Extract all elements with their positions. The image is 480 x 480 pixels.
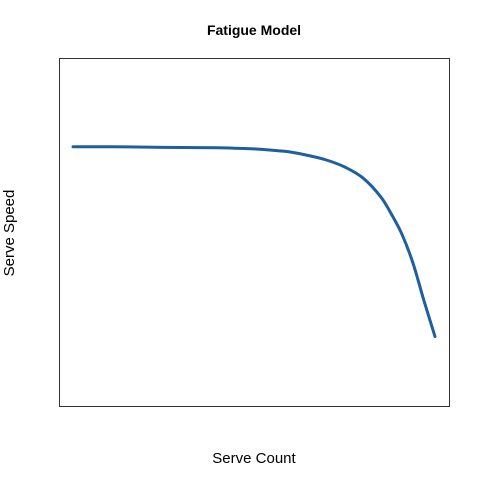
x-axis-label: Serve Count (212, 450, 296, 467)
series-layer (71, 145, 437, 339)
chart-title: Fatigue Model (207, 22, 301, 38)
plot-frame (59, 58, 450, 407)
y-axis-label: Serve Speed (1, 190, 18, 277)
series-line-0 (71, 145, 437, 339)
